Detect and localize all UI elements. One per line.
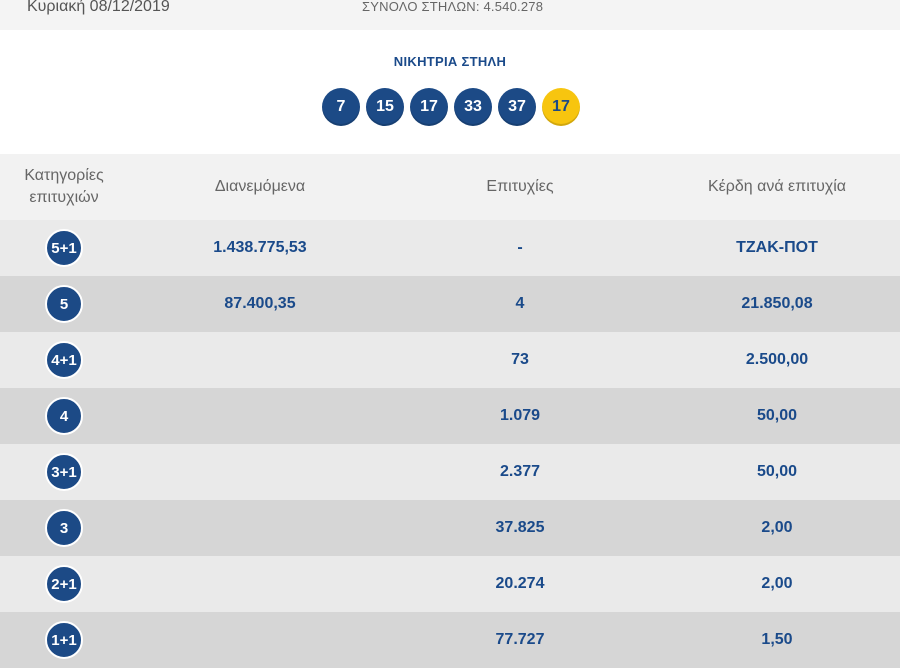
table-row: 5+1 1.438.775,53 - ΤΖΑΚ-ΠΟΤ bbox=[0, 220, 900, 276]
winners-value: - bbox=[517, 239, 523, 256]
prize-value: 2,00 bbox=[761, 575, 793, 592]
winning-column-title: ΝΙΚΗΤΡΙΑ ΣΤΗΛΗ bbox=[393, 54, 507, 69]
prize-value: 21.850,08 bbox=[741, 295, 813, 312]
table-row: 4 1.079 50,00 bbox=[0, 388, 900, 444]
table-header: Κατηγορίες επιτυχιών Διανεμόμενα Επιτυχί… bbox=[0, 154, 900, 220]
distributed-value: 1.438.775,53 bbox=[213, 239, 307, 256]
table-row: 3+1 2.377 50,00 bbox=[0, 444, 900, 500]
header-winners: Επιτυχίες bbox=[486, 178, 554, 195]
winning-ball: 17 bbox=[410, 88, 448, 126]
category-badge: 1+1 bbox=[45, 621, 83, 659]
header-prize: Κέρδη ανά επιτυχία bbox=[707, 178, 847, 195]
top-bar: Κυριακή 08/12/2019 ΣΥΝΟΛΟ ΣΤΗΛΩΝ: 4.540.… bbox=[0, 0, 900, 30]
winners-value: 37.825 bbox=[495, 519, 545, 536]
joker-ball: 17 bbox=[542, 88, 580, 126]
distributed-value bbox=[160, 500, 360, 556]
category-badge: 5+1 bbox=[45, 229, 83, 267]
total-columns: ΣΥΝΟΛΟ ΣΤΗΛΩΝ: 4.540.278 bbox=[362, 0, 544, 14]
winning-balls: 7 15 17 33 37 17 bbox=[322, 88, 580, 126]
header-category: Κατηγορίες επιτυχιών bbox=[24, 167, 104, 206]
prize-value: 50,00 bbox=[756, 407, 798, 424]
category-badge: 4+1 bbox=[45, 341, 83, 379]
winning-ball: 15 bbox=[366, 88, 404, 126]
distributed-value bbox=[160, 444, 360, 500]
prize-value: 1,50 bbox=[761, 631, 793, 648]
winners-value: 2.377 bbox=[499, 463, 541, 480]
distributed-value: 87.400,35 bbox=[224, 295, 296, 312]
distributed-value bbox=[160, 612, 360, 668]
category-badge: 3 bbox=[45, 509, 83, 547]
winners-value: 1.079 bbox=[499, 407, 541, 424]
table-row: 5 87.400,35 4 21.850,08 bbox=[0, 276, 900, 332]
table-row: 1+1 77.727 1,50 bbox=[0, 612, 900, 668]
prize-value: 2.500,00 bbox=[745, 351, 809, 368]
winning-ball: 33 bbox=[454, 88, 492, 126]
winning-ball: 37 bbox=[498, 88, 536, 126]
distributed-value bbox=[160, 556, 360, 612]
category-badge: 5 bbox=[45, 285, 83, 323]
prize-value: 2,00 bbox=[761, 519, 793, 536]
winners-value: 73 bbox=[511, 351, 529, 368]
winners-value: 77.727 bbox=[495, 631, 545, 648]
table-row: 3 37.825 2,00 bbox=[0, 500, 900, 556]
header-distributed: Διανεμόμενα bbox=[214, 178, 306, 195]
winners-value: 4 bbox=[515, 295, 525, 312]
winners-value: 20.274 bbox=[495, 575, 545, 592]
prize-value: 50,00 bbox=[756, 463, 798, 480]
winning-column-section: ΝΙΚΗΤΡΙΑ ΣΤΗΛΗ 7 15 17 33 37 17 bbox=[0, 30, 900, 154]
distributed-value bbox=[160, 388, 360, 444]
winning-ball: 7 bbox=[322, 88, 360, 126]
category-badge: 3+1 bbox=[45, 453, 83, 491]
category-badge: 2+1 bbox=[45, 565, 83, 603]
draw-date: Κυριακή 08/12/2019 bbox=[27, 0, 170, 15]
prize-value: ΤΖΑΚ-ΠΟΤ bbox=[736, 239, 818, 256]
category-badge: 4 bbox=[45, 397, 83, 435]
table-row: 2+1 20.274 2,00 bbox=[0, 556, 900, 612]
table-row: 4+1 73 2.500,00 bbox=[0, 332, 900, 388]
distributed-value bbox=[160, 332, 360, 388]
